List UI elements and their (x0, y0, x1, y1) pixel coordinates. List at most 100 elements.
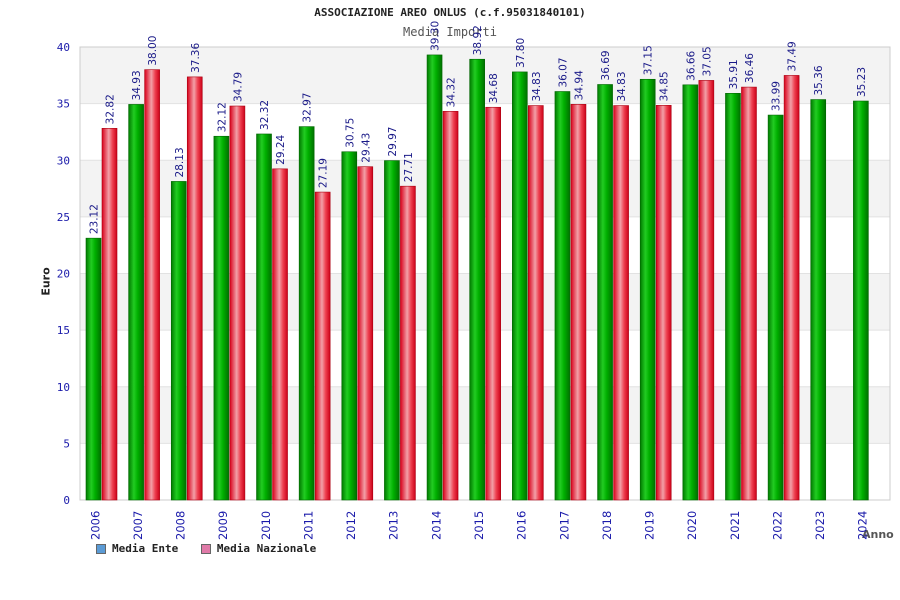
bar-media-nazionale (314, 191, 331, 501)
bar-media-nazionale (485, 106, 501, 501)
bar-value-label: 33.99 (771, 81, 783, 111)
bar-media-nazionale (570, 104, 587, 501)
bar-media-ente (810, 99, 827, 501)
legend-label-media-nazionale: Media Nazionale (216, 542, 317, 555)
chart-title: ASSOCIAZIONE AREO ONLUS (c.f.95031840101… (314, 6, 586, 19)
x-tick-label: 2008 (174, 511, 188, 540)
bars (85, 54, 869, 501)
bar-value-label: 35.23 (856, 67, 868, 97)
bar-value-label: 30.75 (344, 118, 356, 148)
bar-media-nazionale (357, 166, 374, 501)
y-tick-label: 5 (63, 437, 70, 450)
bar-value-label: 34.32 (446, 77, 458, 107)
bar-media-ente (426, 54, 443, 501)
plot-border (79, 46, 891, 501)
legend-swatch-media-nazionale (200, 544, 211, 554)
bar-media-nazionale (144, 69, 160, 501)
bar-media-nazionale (655, 105, 672, 501)
bar-media-nazionale (741, 86, 757, 501)
bar-media-ente (554, 91, 571, 501)
bar-value-label: 37.49 (787, 41, 799, 71)
bar-value-label: 34.79 (232, 72, 244, 102)
legend-swatch-media-ente (96, 544, 106, 554)
y-tick-label: 10 (57, 381, 70, 394)
bar-value-label: 29.43 (360, 133, 372, 163)
y-tick-label: 30 (57, 154, 70, 167)
bar-media-ente (682, 84, 699, 501)
bar-value-label: 37.15 (643, 45, 655, 75)
x-tick-label: 2013 (387, 511, 401, 540)
bar-value-label: 34.83 (531, 71, 543, 101)
bar-value-label: 38.92 (472, 25, 484, 55)
bar-value-label: 23.12 (89, 204, 101, 234)
bar-value-label: 32.12 (216, 102, 228, 132)
bar-media-ente (298, 126, 315, 501)
bar-media-ente (512, 71, 528, 501)
value-labels: 23.12 32.82 34.93 38.00 28.13 37.36 32.12 34.79… (89, 21, 868, 234)
bar-value-label: 38.00 (147, 36, 159, 66)
bar-value-label: 34.94 (573, 70, 585, 100)
bar-media-ente (597, 84, 613, 501)
bar-value-label: 34.93 (131, 70, 143, 100)
bar-media-nazionale (442, 111, 459, 501)
x-tick-label: 2019 (643, 511, 657, 540)
bar-value-label: 32.32 (259, 100, 271, 130)
y-tick-label: 20 (57, 268, 70, 281)
bar-media-nazionale (783, 75, 800, 501)
bar-media-ente (85, 237, 102, 501)
x-tick-label: 2023 (813, 511, 827, 540)
bar-media-nazionale (272, 168, 288, 501)
x-tick-label: 2015 (472, 511, 486, 540)
legend-label-media-ente: Media Ente (112, 542, 179, 555)
y-tick-label: 25 (57, 211, 70, 224)
bar-value-label: 36.69 (600, 50, 612, 80)
x-tick-label: 2006 (88, 511, 102, 540)
bar-value-label: 34.68 (488, 73, 500, 103)
y-tick-label: 15 (57, 324, 70, 337)
x-tick-label: 2009 (216, 511, 230, 540)
bar-media-ente (213, 135, 230, 501)
chart-subtitle: Media Importi (403, 25, 497, 39)
y-tick-label: 40 (57, 41, 70, 54)
bar-value-label: 37.36 (190, 43, 202, 73)
bar-value-label: 37.80 (515, 38, 527, 68)
bar-value-label: 36.07 (557, 57, 569, 87)
bar-media-ente (128, 104, 144, 501)
bar-media-ente (256, 133, 272, 501)
bar-value-label: 29.24 (275, 134, 287, 164)
x-tick-label: 2021 (728, 511, 742, 540)
bar-media-ente (767, 114, 784, 501)
x-tick-label: 2014 (429, 511, 443, 540)
x-tick-label: 2017 (557, 511, 571, 540)
bar-media-nazionale (698, 80, 715, 501)
bar-media-ente (341, 151, 358, 501)
x-tick-label: 2018 (600, 511, 614, 540)
bar-media-ente (725, 93, 741, 501)
bar-value-label: 29.97 (387, 127, 399, 157)
bar-value-label: 35.36 (813, 65, 825, 95)
bar-media-ente (639, 78, 656, 501)
x-tick-label: 2020 (685, 511, 699, 540)
bar-value-label: 36.46 (744, 53, 756, 83)
legend: Media Ente Media Nazionale (96, 542, 332, 555)
x-tick-label: 2010 (259, 511, 273, 540)
bar-value-label: 37.05 (701, 46, 713, 76)
legend-item-media-nazionale: Media Nazionale (200, 542, 317, 555)
y-ticks: 0 5 10 15 20 25 30 35 40 (57, 41, 70, 507)
bar-media-ente (469, 58, 485, 501)
bar-value-label: 28.13 (174, 147, 186, 177)
bar-media-nazionale (229, 105, 246, 501)
bar-media-nazionale (528, 105, 544, 501)
y-tick-label: 35 (57, 98, 70, 111)
y-tick-label: 0 (63, 494, 70, 507)
x-tick-label: 2016 (515, 511, 529, 540)
x-tick-label: 2024 (856, 511, 870, 540)
bar-media-nazionale (613, 105, 629, 501)
bar-value-label: 34.85 (659, 71, 671, 101)
bar-value-label: 39.30 (430, 21, 442, 51)
legend-item-media-ente: Media Ente (96, 542, 178, 555)
bar-media-ente (853, 100, 869, 501)
bar-value-label: 35.91 (728, 59, 740, 89)
bar-value-label: 32.82 (105, 94, 117, 124)
